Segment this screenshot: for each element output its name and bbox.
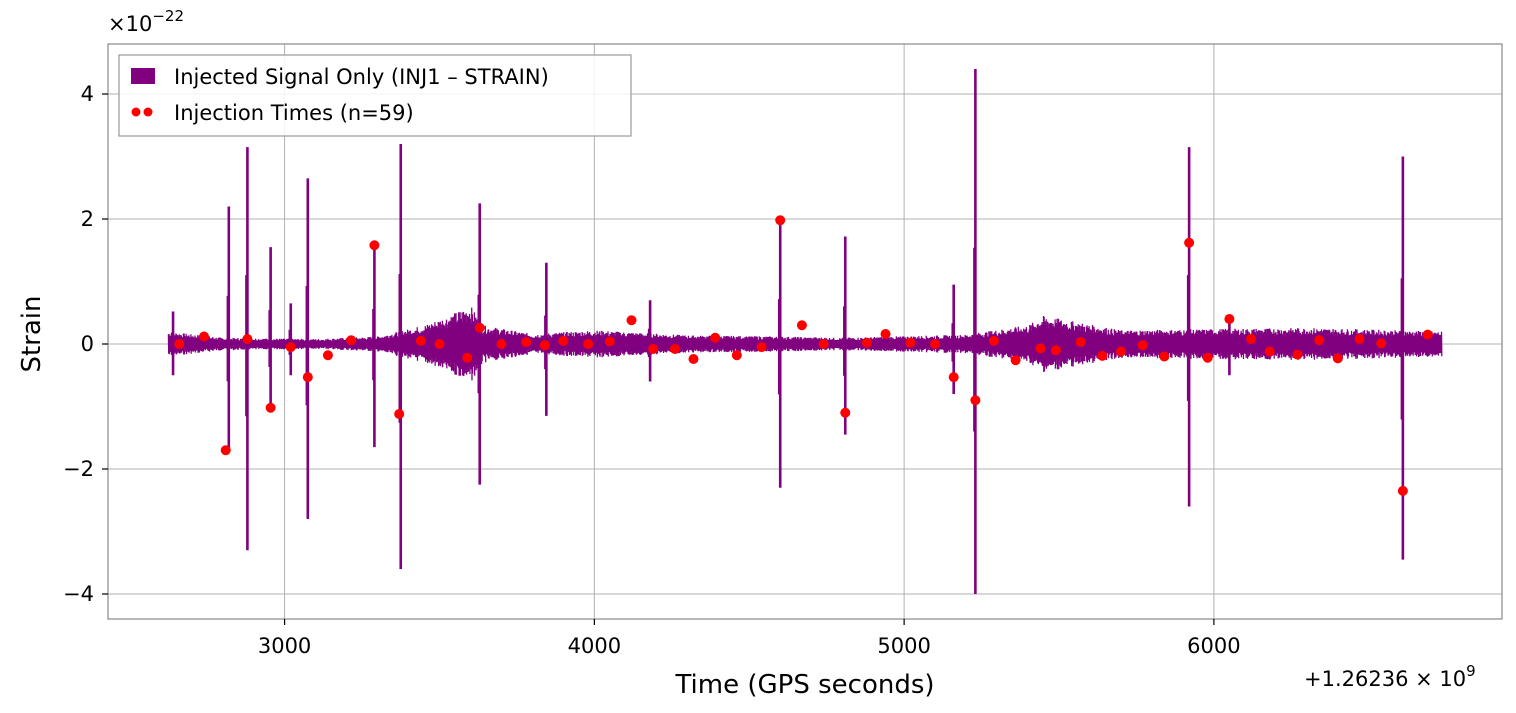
injection-point <box>1159 351 1170 362</box>
injection-point <box>604 336 615 347</box>
injection-point <box>1292 349 1303 360</box>
injection-point <box>242 334 253 344</box>
injection-point <box>521 337 532 348</box>
injection-point <box>796 320 807 331</box>
injection-point <box>710 332 721 343</box>
injection-point <box>174 339 185 349</box>
injection-point <box>1224 314 1235 324</box>
y-scale-multiplier: ×10−22 <box>108 7 184 36</box>
injection-point <box>1050 345 1061 356</box>
y-scale-base: ×10 <box>108 12 152 36</box>
injection-point <box>199 331 210 342</box>
y-axis-label: Strain <box>17 295 47 372</box>
injection-point <box>1354 334 1365 344</box>
injection-point <box>1184 237 1195 248</box>
injection-point <box>1202 352 1213 363</box>
injection-point <box>988 335 999 346</box>
injection-point <box>415 335 426 346</box>
injection-point <box>688 354 699 364</box>
injection-point <box>220 445 231 456</box>
injection-point <box>930 339 941 349</box>
injection-point <box>302 372 313 383</box>
injection-point <box>669 344 680 354</box>
x-axis-ticks: 3000 4000 5000 6000 <box>258 619 1241 658</box>
injection-point <box>1376 338 1387 349</box>
injection-point <box>905 337 916 348</box>
y-tick-label: −4 <box>63 582 94 606</box>
injection-point <box>880 329 891 339</box>
plot-frame <box>107 43 1503 620</box>
x-offset-base: +1.26236 <box>1304 667 1408 691</box>
legend: Injected Signal Only (INJ1 – STRAIN) Inj… <box>118 54 632 137</box>
injection-point <box>1035 343 1046 354</box>
injection-point <box>369 240 380 251</box>
injection-point <box>558 335 569 346</box>
y-scale-exponent: −22 <box>152 7 184 25</box>
signal-series <box>167 69 1443 594</box>
injection-point <box>1115 346 1126 357</box>
injection-point <box>840 407 851 418</box>
legend-points-label: Injection Times (n=59) <box>174 101 414 125</box>
y-tick-label: 4 <box>81 82 94 106</box>
injection-point <box>1010 355 1021 366</box>
injection-point <box>1246 334 1257 344</box>
injection-point <box>322 350 333 361</box>
legend-point-marker-b <box>143 107 153 117</box>
x-axis-label: Time (GPS seconds) <box>674 670 934 700</box>
injection-point <box>1137 340 1148 351</box>
injection-point <box>539 340 550 351</box>
injection-point <box>346 335 357 346</box>
injection-point <box>583 339 594 349</box>
injection-point <box>948 372 959 383</box>
injection-point <box>1314 335 1325 346</box>
injection-points <box>174 215 1433 496</box>
injection-point <box>1332 353 1343 364</box>
injection-point <box>1075 337 1086 348</box>
x-tick-label: 3000 <box>258 634 311 658</box>
y-axis-ticks: −4 −2 0 2 4 <box>63 82 108 606</box>
injection-point <box>394 409 405 419</box>
y-tick-label: −2 <box>63 457 94 481</box>
injection-point <box>1097 350 1108 361</box>
injection-point <box>474 322 485 333</box>
y-tick-label: 0 <box>81 332 94 356</box>
injection-point <box>648 344 659 354</box>
injection-point <box>626 315 637 326</box>
injection-point <box>731 350 742 361</box>
x-offset-label: +1.26236 × 109 <box>1304 662 1476 691</box>
injection-point <box>818 339 829 349</box>
legend-box <box>118 54 632 137</box>
injection-point <box>496 339 507 349</box>
injection-point <box>1264 346 1275 357</box>
x-tick-label: 6000 <box>1187 634 1240 658</box>
injection-point <box>1397 485 1408 496</box>
injection-point <box>265 402 276 413</box>
injection-point <box>861 337 872 348</box>
injection-point <box>756 342 767 353</box>
legend-signal-swatch <box>131 68 155 84</box>
injection-point <box>775 215 786 226</box>
injection-point <box>1422 329 1433 340</box>
x-tick-label: 5000 <box>877 634 930 658</box>
x-offset-exponent: 9 <box>1466 662 1476 680</box>
injection-point <box>970 395 981 406</box>
x-tick-label: 4000 <box>568 634 621 658</box>
injection-point <box>285 342 296 353</box>
legend-signal-label: Injected Signal Only (INJ1 – STRAIN) <box>174 65 549 89</box>
injection-point <box>462 352 473 363</box>
injection-point <box>434 339 445 349</box>
y-tick-label: 2 <box>81 207 94 231</box>
legend-point-marker-a <box>131 107 141 117</box>
